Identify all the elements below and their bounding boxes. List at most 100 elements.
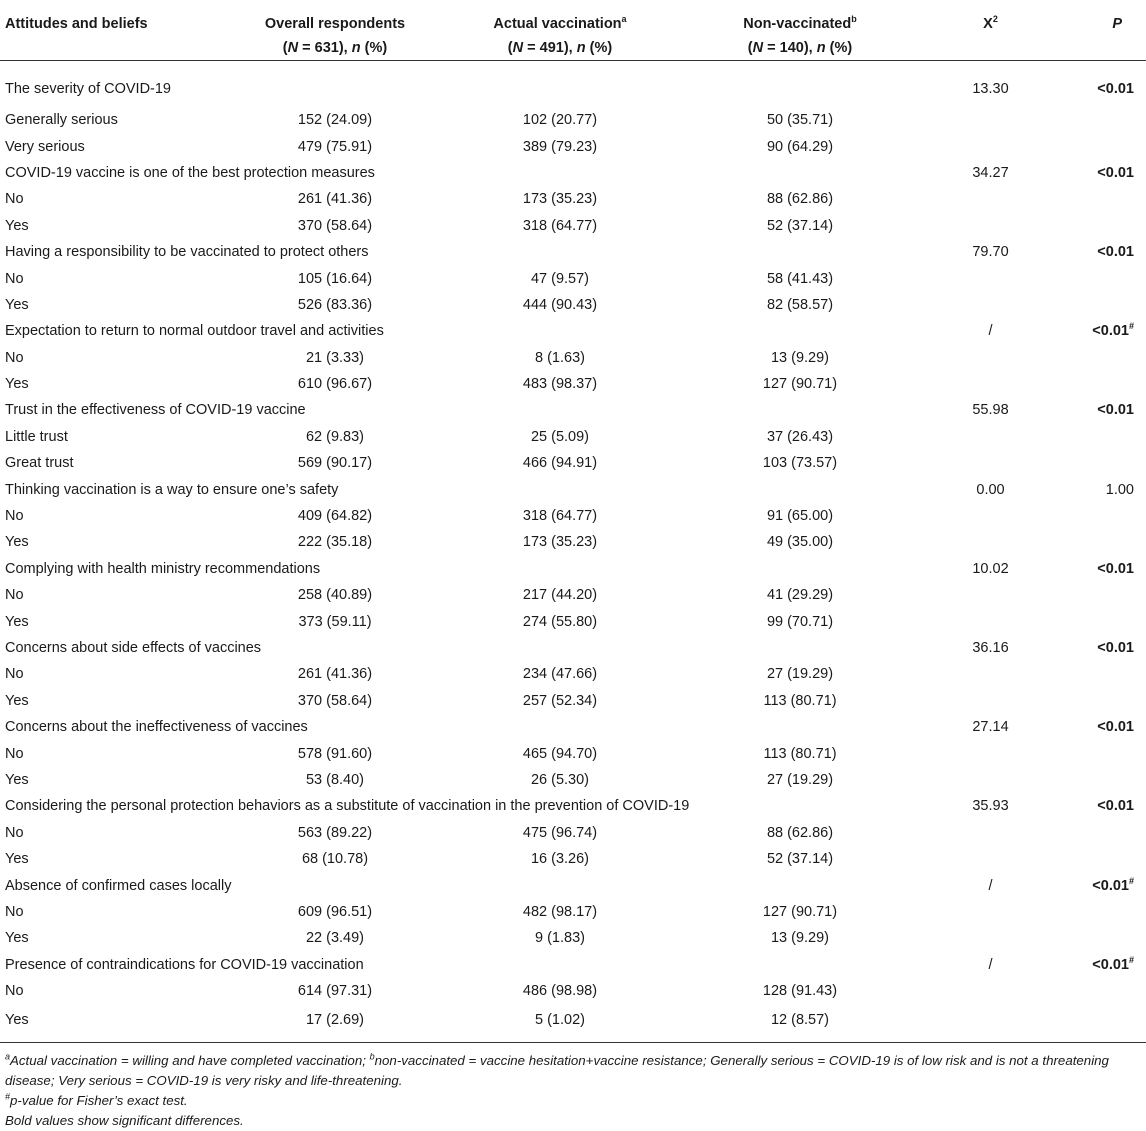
cell-chi-square [920,608,1035,634]
category-row: Trust in the effectiveness of COVID-19 v… [0,397,1146,423]
cell-non-vaccinated: 12 (8.57) [770,1012,830,1029]
table-row: No 105 (16.64) 47 (9.57) 58 (41.43) [0,265,1146,291]
response-label: Great trust [5,455,74,472]
cell-p-value [1035,371,1146,397]
cell-actual-vaccination: 465 (94.70) [522,745,598,762]
table-header: Attitudes and beliefs Overall respondent… [0,0,1146,61]
cell-actual-vaccination: 389 (79.23) [522,138,598,155]
footnote-fisher: #p-value for Fisher’s exact test. [5,1091,188,1109]
cell-chi-square [920,529,1035,555]
cell-actual-vaccination: 444 (90.43) [522,296,598,313]
table-row: Yes 370 (58.64) 257 (52.34) 113 (80.71) [0,688,1146,714]
table-body: The severity of COVID-19 13.30 <0.01 Genera… [0,61,1146,1043]
cell-overall: 578 (91.60) [297,745,373,762]
cell-chi-square [920,925,1035,951]
cell-p-value [1035,1004,1146,1043]
header-actual-vaccination: Actual vaccinationa (N = 491), n (%) [493,14,627,56]
category-label: Concerns about side effects of vaccines [5,640,262,656]
cell-actual-vaccination: 25 (5.09) [530,428,590,445]
cell-actual-vaccination: 173 (35.23) [522,534,598,551]
table-row: No 578 (91.60) 465 (94.70) 113 (80.71) [0,740,1146,766]
cell-actual-vaccination: 102 (20.77) [522,112,598,129]
cell-actual-vaccination: 217 (44.20) [522,587,598,604]
cell-overall: 563 (89.22) [297,824,373,841]
response-label: No [5,745,24,762]
cell-non-vaccinated: 37 (26.43) [766,428,834,445]
cell-p-value [1035,529,1146,555]
category-label: Expectation to return to normal outdoor … [5,323,384,340]
table-row: No 21 (3.33) 8 (1.63) 13 (9.29) [0,345,1146,371]
cell-chi-square [920,661,1035,687]
cell-non-vaccinated: 41 (29.29) [766,587,834,604]
cell-non-vaccinated: 13 (9.29) [770,930,830,947]
table-row: Yes 17 (2.69) 5 (1.02) 12 (8.57) [0,1004,1146,1043]
cell-overall: 370 (58.64) [297,217,373,234]
cell-non-vaccinated: 127 (90.71) [762,903,838,920]
table-row: Yes 68 (10.78) 16 (3.26) 52 (37.14) [0,846,1146,872]
cell-overall: 614 (97.31) [297,983,373,1000]
cell-actual-vaccination: 8 (1.63) [535,349,585,366]
cell-actual-vaccination: 318 (64.77) [522,217,598,234]
table-row: Yes 222 (35.18) 173 (35.23) 49 (35.00) [0,529,1146,555]
category-row: The severity of COVID-19 13.30 <0.01 [0,61,1146,108]
response-label: Yes [5,930,29,947]
table-row: No 261 (41.36) 234 (47.66) 27 (19.29) [0,661,1146,687]
table-row: No 258 (40.89) 217 (44.20) 41 (29.29) [0,582,1146,608]
cell-p-value [1035,292,1146,318]
cell-chi-square [920,846,1035,872]
table-footnotes: aActual vaccination = willing and have c… [0,1043,1146,1131]
table-row: Yes 373 (59.11) 274 (55.80) 99 (70.71) [0,608,1146,634]
response-label: No [5,191,24,208]
header-overall: Overall respondents (N = 631), n (%) [264,16,406,56]
cell-chi-square [920,503,1035,529]
cell-overall: 373 (59.11) [298,613,372,630]
category-label: Having a responsibility to be vaccinated… [5,244,369,261]
category-label: Absence of confirmed cases locally [5,877,232,894]
cell-p-value: <0.01 [1097,164,1134,181]
cell-non-vaccinated: 113 (80.71) [763,692,837,709]
category-row: Concerns about side effects of vaccines 3… [0,635,1146,661]
cell-overall: 261 (41.36) [297,666,373,683]
response-label: No [5,824,24,841]
cell-p-value [1035,899,1146,925]
cell-chi-square [920,767,1035,793]
cell-chi-square [920,265,1035,291]
table-row: Very serious 479 (75.91) 389 (79.23) 90 (64… [0,133,1146,159]
cell-non-vaccinated: 49 (35.00) [766,534,834,551]
cell-non-vaccinated: 103 (73.57) [762,455,838,472]
response-label: Yes [5,534,29,551]
cell-overall: 62 (9.83) [305,428,365,445]
table-row: No 261 (41.36) 173 (35.23) 88 (62.86) [0,186,1146,212]
category-row: Expectation to return to normal outdoor … [0,318,1146,344]
cell-p-value: <0.01# [1092,954,1134,973]
cell-overall: 222 (35.18) [297,534,373,551]
cell-p-value [1035,608,1146,634]
cell-overall: 569 (90.17) [297,455,373,472]
cell-chi-square: 13.30 [972,81,1009,97]
cell-overall: 105 (16.64) [297,270,373,287]
cell-p-value [1035,661,1146,687]
cell-chi-square [920,371,1035,397]
cell-overall: 53 (8.40) [305,771,365,788]
header-chi-square: X2 [983,14,998,32]
cell-chi-square [920,582,1035,608]
cell-actual-vaccination: 257 (52.34) [522,692,598,709]
table-row: Yes 370 (58.64) 318 (64.77) 52 (37.14) [0,213,1146,239]
cell-p-value [1035,213,1146,239]
cell-chi-square [920,292,1035,318]
cell-chi-square: 34.27 [972,164,1009,181]
cell-chi-square: 27.14 [972,719,1009,736]
category-row: COVID-19 vaccine is one of the best prot… [0,160,1146,186]
response-label: Very serious [5,138,85,155]
cell-non-vaccinated: 27 (19.29) [766,771,834,788]
header-p-value: P [1112,16,1122,32]
cell-chi-square: 36.16 [972,640,1009,656]
cell-p-value [1035,740,1146,766]
response-label: No [5,983,24,1000]
category-row: Complying with health ministry recommend… [0,556,1146,582]
cell-non-vaccinated: 113 (80.71) [763,745,837,762]
cell-p-value [1035,503,1146,529]
cell-overall: 258 (40.89) [297,587,373,604]
cell-overall: 17 (2.69) [305,1012,365,1029]
